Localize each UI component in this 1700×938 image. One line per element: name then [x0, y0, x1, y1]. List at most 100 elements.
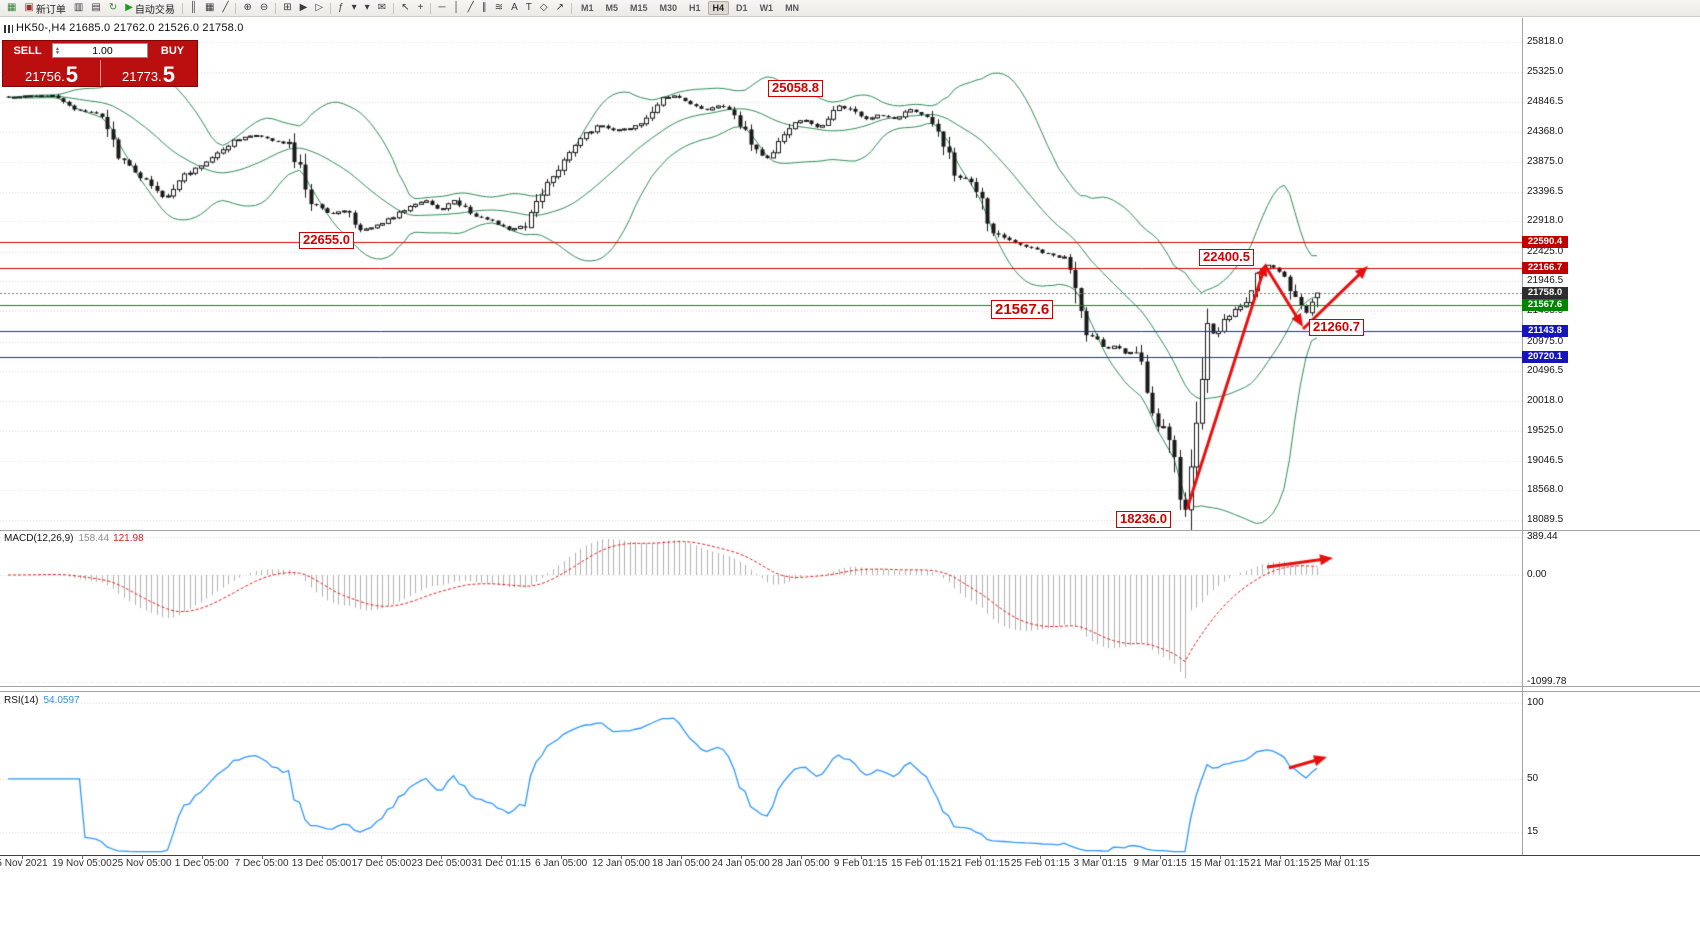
vertical-line-button[interactable]: │ [449, 0, 463, 17]
time-axis-tick [861, 855, 862, 859]
indicators-button[interactable]: ƒ [334, 0, 348, 17]
time-axis-label: 13 Dec 05:00 [291, 858, 352, 869]
price-axis-label: 20018.0 [1527, 394, 1564, 406]
new-chart-button[interactable]: ▦ [3, 0, 20, 17]
data-window-button[interactable]: ▤ [87, 0, 104, 17]
volume-spinner[interactable]: ▲ ▼ [53, 45, 62, 56]
rsi-axis-label: 15 [1527, 825, 1539, 837]
zoom-out-icon: ⊖ [259, 2, 269, 13]
indicators-icon: ƒ [338, 2, 344, 13]
candlestick-chart-button[interactable]: ▦ [201, 0, 218, 17]
line-chart-button[interactable]: ╱ [218, 0, 232, 17]
sell-button[interactable]: SELL [13, 44, 42, 57]
macd-rsi-separator-lower [0, 691, 1700, 692]
tile-windows-button[interactable]: ⊞ [279, 0, 295, 17]
chart-canvas[interactable] [0, 18, 1522, 855]
shapes-button[interactable]: ◇ [536, 0, 552, 17]
timeframe-m30-button[interactable]: M30 [659, 3, 678, 13]
price-axis-label: 22425.0 [1527, 245, 1564, 257]
timeframe-d1-button[interactable]: D1 [736, 3, 748, 13]
time-axis-label: 15 Mar 01:15 [1190, 858, 1250, 869]
cursor-icon: ↖ [401, 2, 410, 13]
time-axis-tick [22, 855, 23, 859]
auto-scroll-icon: ▶ [299, 2, 308, 13]
fibonacci-button[interactable]: ≋ [491, 0, 507, 17]
price-axis-label: 20496.5 [1527, 365, 1564, 377]
timeframe-w1-button[interactable]: W1 [759, 3, 774, 13]
text-button[interactable]: A [507, 0, 522, 17]
buy-price[interactable]: 21773. 5 [100, 59, 197, 87]
price-annotation[interactable]: 22655.0 [299, 232, 354, 249]
price-annotation[interactable]: 22400.5 [1199, 249, 1254, 266]
main-macd-separator[interactable] [0, 530, 1700, 531]
indicators-dropdown-button[interactable]: ▾ [348, 0, 361, 17]
time-axis-label: 18 Jan 05:00 [651, 858, 710, 869]
macd-value-signal: 121.98 [113, 533, 144, 544]
channel-button[interactable]: ∥ [478, 0, 491, 17]
auto-scroll-button[interactable]: ▶ [296, 0, 312, 17]
time-axis-label: 25 Nov 05:00 [112, 858, 172, 869]
time-axis-label: 6 Jan 05:00 [534, 858, 588, 869]
line-chart-icon: ╱ [222, 2, 229, 13]
cursor-button[interactable]: ↖ [397, 0, 413, 17]
price-axis-label: 19046.5 [1527, 454, 1564, 466]
toolbar-separator [235, 2, 237, 14]
price-axis-label: 19525.0 [1527, 425, 1564, 437]
sell-price[interactable]: 21756. 5 [3, 59, 100, 87]
time-axis-label: 17 Dec 05:00 [351, 858, 412, 869]
time-axis-tick [921, 855, 922, 859]
timeframe-h1-button[interactable]: H1 [689, 3, 701, 13]
spinner-up-icon[interactable]: ▲ [55, 45, 60, 52]
refresh-button[interactable]: ↻ [105, 0, 121, 17]
price-annotation[interactable]: 25058.8 [768, 80, 823, 97]
chart-symbol-icon [4, 25, 13, 33]
spinner-down-icon[interactable]: ▼ [55, 49, 60, 56]
price-annotation[interactable]: 18236.0 [1116, 511, 1171, 528]
price-annotation[interactable]: 21260.7 [1309, 319, 1364, 336]
price-annotation[interactable]: 21567.6 [991, 300, 1054, 320]
macd-title: MACD(12,26,9) [4, 533, 74, 544]
rsi-axis-label: 50 [1527, 772, 1539, 784]
chart-shift-button[interactable]: ▷ [311, 0, 327, 17]
time-axis-label: 28 Jan 05:00 [771, 858, 830, 869]
time-axis-tick [980, 855, 981, 859]
chart-windows-button[interactable]: ▥ [70, 0, 87, 17]
zoom-out-button[interactable]: ⊖ [256, 0, 272, 17]
zoom-in-button[interactable]: ⊕ [239, 0, 255, 17]
time-axis-label: 9 Mar 01:15 [1133, 858, 1187, 869]
new-chart-icon: ▦ [7, 2, 17, 13]
toolbar: ▦ ▣ 新订单 ▥ ▤ ↻ ▶ 自动交易 ║ ▦ ╱ ⊕ ⊖ ⊞ ▶ ▷ ƒ ▾ ▾ ✉ ↖ + ─ │ ╱ ∥ ≋ A T ◇ ↗ M1 M5… [0, 0, 1700, 17]
timeframe-m15-button[interactable]: M15 [629, 3, 648, 13]
timeframe-m1-button[interactable]: M1 [580, 3, 594, 13]
label-button[interactable]: T [522, 0, 536, 17]
volume-input[interactable]: ▲ ▼ 1.00 [52, 43, 148, 58]
price-axis-label: 21946.5 [1527, 275, 1564, 287]
price-axis-label: 20975.0 [1527, 335, 1564, 347]
time-axis-tick [1160, 855, 1161, 859]
bar-chart-button[interactable]: ║ [186, 0, 201, 17]
arrow-tool-button[interactable]: ↗ [552, 0, 568, 17]
vertical-line-icon: │ [453, 2, 460, 13]
macd-rsi-separator[interactable] [0, 686, 1700, 687]
periods-dropdown-button[interactable]: ▾ [361, 0, 374, 17]
trade-panel-divider [100, 60, 101, 86]
time-axis-tick [441, 855, 442, 859]
price-axis-border[interactable] [1522, 18, 1523, 855]
buy-button[interactable]: BUY [160, 44, 185, 57]
price-axis-label: 24368.0 [1527, 125, 1564, 137]
timeframe-h4-button[interactable]: H4 [707, 1, 730, 15]
auto-trading-button[interactable]: ▶ 自动交易 [121, 0, 179, 17]
timeframe-m5-button[interactable]: M5 [605, 3, 618, 13]
horizontal-line-button[interactable]: ─ [434, 0, 449, 17]
trendline-button[interactable]: ╱ [464, 0, 478, 17]
time-axis-tick [1100, 855, 1101, 859]
price-axis-label: 18568.0 [1527, 484, 1564, 496]
crosshair-button[interactable]: + [413, 0, 427, 17]
toolbar-separator [570, 2, 572, 14]
new-order-button[interactable]: ▣ 新订单 [20, 0, 69, 17]
mailbox-button[interactable]: ✉ [374, 0, 390, 17]
timeframe-mn-button[interactable]: MN [785, 3, 800, 13]
time-axis-tick [1040, 855, 1041, 859]
time-axis-label: 1 Dec 05:00 [174, 858, 229, 869]
